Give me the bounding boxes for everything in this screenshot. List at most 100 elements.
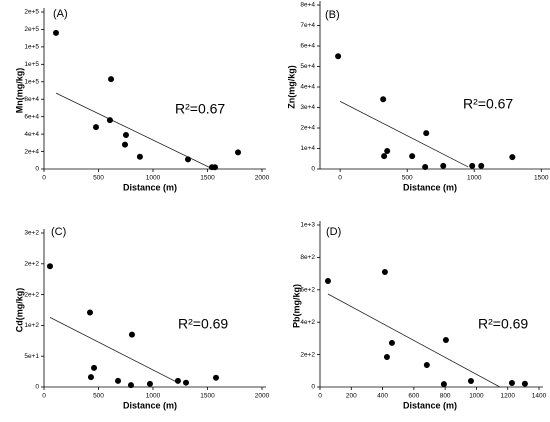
y-tick-label: 2e+4 xyxy=(24,148,39,155)
point xyxy=(106,117,113,124)
y-tick-label: 3e+4 xyxy=(300,104,315,111)
x-axis-title: Distance (m) xyxy=(123,400,177,410)
y-tick-label: 3e+2 xyxy=(24,230,39,237)
point xyxy=(521,380,528,387)
y-axis-title: Cd(mg/kg) xyxy=(14,288,24,333)
y-tick-label: 1e+3 xyxy=(300,222,315,229)
panel-label: (C) xyxy=(51,226,66,238)
y-tick-label: 2e+5 xyxy=(24,9,39,16)
point xyxy=(381,268,388,275)
point xyxy=(442,337,449,344)
y-tick-label: 0 xyxy=(311,384,315,391)
x-axis-title: Distance (m) xyxy=(403,182,457,192)
point xyxy=(409,153,416,160)
point xyxy=(183,379,190,386)
x-tick-label: 1500 xyxy=(200,175,215,182)
panel-label: (B) xyxy=(325,9,340,21)
panel-label: (A) xyxy=(53,8,68,20)
x-tick-label: 200 xyxy=(346,393,357,400)
point xyxy=(146,380,153,387)
point xyxy=(381,153,388,160)
y-tick-label: 6e+2 xyxy=(300,287,315,294)
point xyxy=(115,377,122,384)
point xyxy=(509,154,516,161)
y-tick-label: 6e+4 xyxy=(300,43,315,50)
point xyxy=(121,141,128,148)
y-tick-label: 8e+2 xyxy=(300,254,315,261)
y-tick-label: 2e+2 xyxy=(300,351,315,358)
point xyxy=(127,382,134,389)
x-axis-title: Distance (m) xyxy=(123,182,177,192)
x-tick-label: 1000 xyxy=(469,393,484,400)
point xyxy=(92,124,99,131)
point xyxy=(136,153,143,160)
y-tick-label: 0 xyxy=(311,166,315,173)
point xyxy=(467,378,474,385)
point xyxy=(508,379,515,386)
fit-line xyxy=(55,92,212,169)
point xyxy=(384,147,391,154)
point xyxy=(324,278,331,285)
y-tick-label: 8e+4 xyxy=(24,96,39,103)
point xyxy=(423,361,430,368)
point xyxy=(423,130,430,137)
y-tick-label: 0 xyxy=(35,166,39,173)
point xyxy=(422,163,429,170)
y-tick-label: 5e+4 xyxy=(300,63,315,70)
x-tick-label: 1000 xyxy=(467,175,482,182)
fit-line xyxy=(327,293,501,388)
point xyxy=(469,162,476,169)
x-tick-label: 600 xyxy=(408,393,419,400)
point xyxy=(87,374,94,381)
point xyxy=(388,339,395,346)
point xyxy=(184,156,191,163)
annotation: R²=0.69 xyxy=(178,316,228,332)
x-tick-label: 400 xyxy=(377,393,388,400)
point xyxy=(335,53,342,60)
annotation: R²=0.67 xyxy=(175,101,225,117)
x-tick-label: 1000 xyxy=(146,175,161,182)
x-tick-label: 0 xyxy=(338,175,342,182)
point xyxy=(383,354,390,361)
point xyxy=(91,364,98,371)
annotation: R²=0.69 xyxy=(478,316,528,332)
y-tick-label: 2e+4 xyxy=(300,125,315,132)
x-tick-label: 800 xyxy=(440,393,451,400)
y-tick-label: 4e+2 xyxy=(300,319,315,326)
x-tick-label: 1000 xyxy=(146,393,161,400)
x-tick-label: 2000 xyxy=(255,175,270,182)
x-tick-label: 1200 xyxy=(500,393,515,400)
panel-label: (D) xyxy=(326,226,341,238)
x-tick-label: 0 xyxy=(318,393,322,400)
y-tick-label: 5e+1 xyxy=(24,353,39,360)
point xyxy=(108,76,115,83)
point xyxy=(440,162,447,169)
y-tick-label: 8e+4 xyxy=(300,2,315,9)
point xyxy=(440,381,447,388)
y-tick-label: 2e+2 xyxy=(24,261,39,268)
y-axis-title: Mn(mg/kg) xyxy=(14,68,24,114)
point xyxy=(174,377,181,384)
y-tick-label: 1e+2 xyxy=(24,322,39,329)
x-axis-title: Distance (m) xyxy=(403,400,457,410)
x-tick-label: 500 xyxy=(402,175,413,182)
point xyxy=(213,374,220,381)
annotation: R²=0.67 xyxy=(463,96,513,112)
y-tick-label: 1e+4 xyxy=(300,145,315,152)
point xyxy=(128,331,135,338)
x-tick-label: 1500 xyxy=(200,393,215,400)
fit-line xyxy=(339,100,469,168)
point xyxy=(52,29,59,36)
point xyxy=(235,149,242,156)
point xyxy=(46,263,53,270)
y-tick-label: 4e+4 xyxy=(300,84,315,91)
x-tick-label: 2000 xyxy=(255,393,270,400)
x-tick-label: 0 xyxy=(42,393,46,400)
y-tick-label: 1e+5 xyxy=(24,44,39,51)
y-tick-label: 7e+4 xyxy=(300,22,315,29)
point xyxy=(478,162,485,169)
y-tick-label: 1e+5 xyxy=(24,78,39,85)
fit-line xyxy=(49,317,179,384)
x-tick-label: 0 xyxy=(42,175,46,182)
point xyxy=(212,164,219,171)
